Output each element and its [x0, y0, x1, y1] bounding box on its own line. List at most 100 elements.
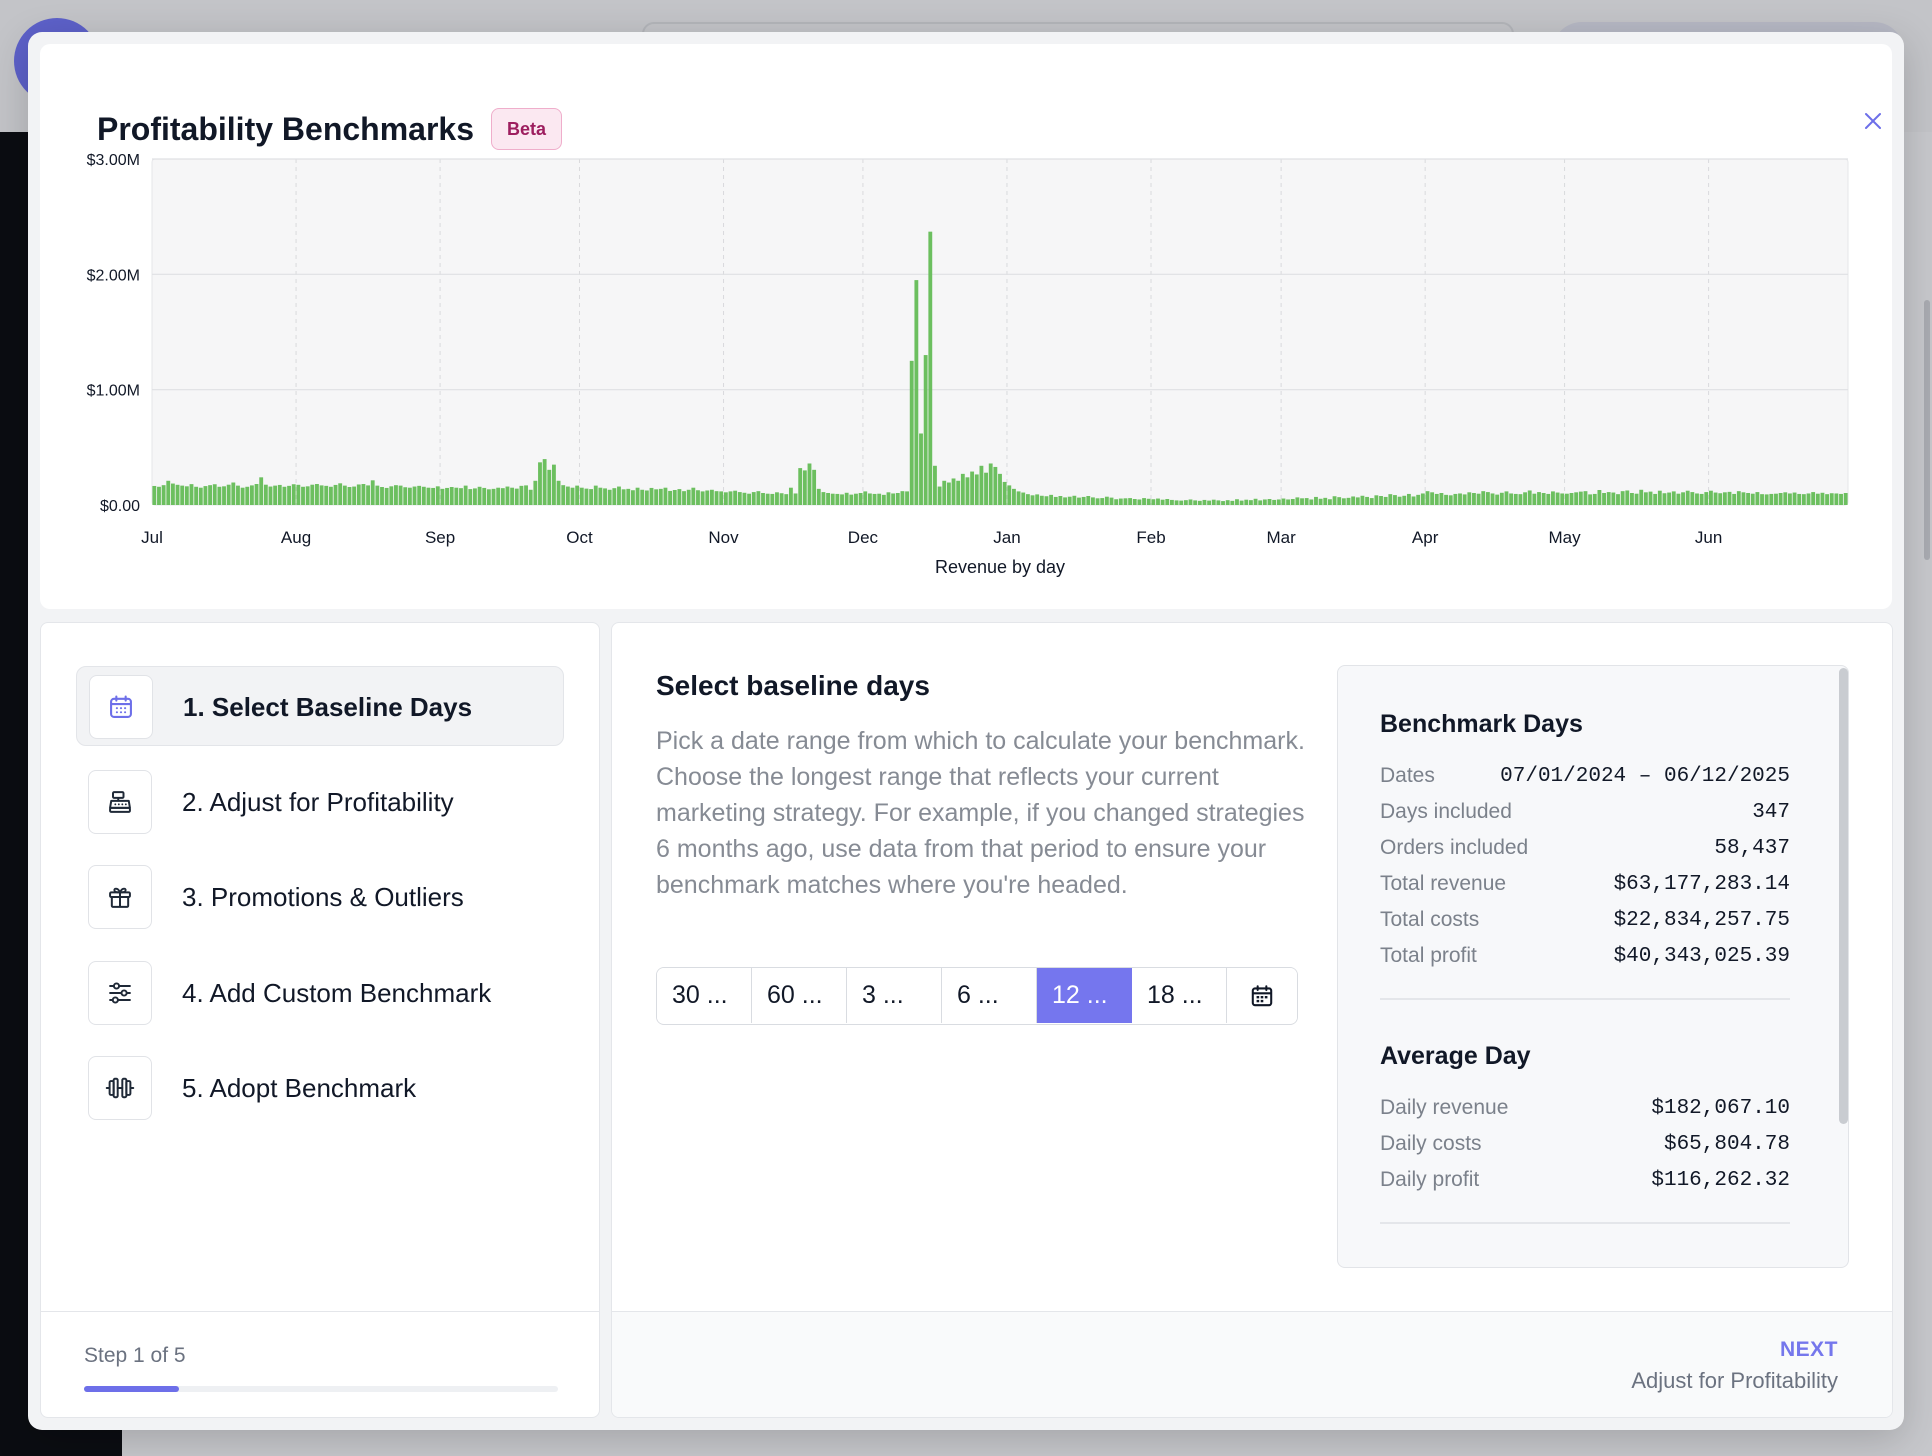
- bar: [1653, 493, 1658, 505]
- bar: [184, 486, 189, 505]
- bar: [617, 486, 621, 505]
- x-tick-label: Sep: [425, 528, 455, 547]
- bar: [533, 480, 538, 505]
- bar: [338, 483, 343, 505]
- bar: [347, 487, 352, 505]
- bar: [1546, 493, 1551, 505]
- step-select-baseline[interactable]: 1. Select Baseline Days: [76, 666, 564, 746]
- y-tick-label: $3.00M: [87, 152, 140, 169]
- bar: [333, 484, 338, 505]
- bar: [570, 487, 575, 505]
- bar: [180, 485, 185, 505]
- bar: [988, 463, 993, 505]
- bar: [1495, 494, 1500, 505]
- bar: [960, 473, 965, 505]
- custom-range-button[interactable]: [1227, 968, 1297, 1023]
- bar: [589, 489, 594, 505]
- bar: [672, 490, 677, 505]
- step-adopt-benchmark[interactable]: 5. Adopt Benchmark: [76, 1048, 564, 1128]
- stat-row-days: Days included 347: [1380, 794, 1790, 830]
- bar: [1197, 500, 1202, 505]
- bar: [310, 484, 315, 505]
- bar: [1476, 493, 1481, 505]
- bar: [677, 489, 682, 505]
- bar: [1746, 493, 1751, 505]
- bar: [1671, 491, 1676, 505]
- bar: [1039, 495, 1044, 505]
- next-button[interactable]: NEXT: [1779, 1338, 1838, 1361]
- range-option-12[interactable]: 12 ...: [1037, 968, 1132, 1023]
- range-option-3[interactable]: 3 ...: [847, 968, 942, 1023]
- page-scrollbar[interactable]: [1924, 300, 1930, 560]
- bar: [245, 486, 250, 505]
- bar: [1420, 493, 1425, 505]
- bar: [1718, 493, 1723, 505]
- stats-scrollbar[interactable]: [1839, 668, 1848, 1124]
- bar: [1063, 497, 1067, 505]
- bar: [946, 482, 951, 505]
- bar: [719, 491, 724, 505]
- content-panel: Select baseline days Pick a date range f…: [611, 622, 1893, 1418]
- bar: [751, 492, 756, 505]
- bar: [668, 490, 673, 505]
- bar: [1537, 492, 1541, 505]
- bar: [835, 493, 840, 505]
- bar: [1588, 494, 1593, 505]
- step-promotions-outliers[interactable]: 3. Promotions & Outliers: [76, 857, 564, 937]
- bar: [761, 493, 765, 505]
- stats-divider: [1380, 998, 1790, 1000]
- bar: [844, 492, 849, 505]
- bar: [1025, 494, 1030, 505]
- bar: [1244, 499, 1249, 505]
- steps-footer: Step 1 of 5: [41, 1311, 599, 1417]
- bar: [1551, 491, 1555, 505]
- bar: [1174, 500, 1179, 505]
- bar: [463, 485, 468, 505]
- bar: [249, 485, 254, 505]
- bar: [895, 493, 900, 505]
- bar: [1095, 498, 1100, 505]
- range-option-18[interactable]: 18 ...: [1132, 968, 1227, 1023]
- bar: [208, 485, 213, 505]
- bar: [788, 487, 793, 505]
- range-option-30[interactable]: 30 ...: [657, 968, 752, 1023]
- bar: [691, 487, 696, 505]
- bar: [1481, 491, 1486, 505]
- bar: [524, 485, 528, 505]
- bar: [1811, 492, 1816, 505]
- range-option-6[interactable]: 6 ...: [942, 968, 1037, 1023]
- bar: [1425, 491, 1430, 505]
- bar: [1634, 493, 1639, 505]
- bar: [398, 485, 403, 505]
- stat-value: $22,834,257.75: [1613, 908, 1790, 932]
- bar: [1332, 496, 1337, 505]
- range-option-60[interactable]: 60 ...: [752, 968, 847, 1023]
- bar: [1300, 498, 1304, 505]
- bar: [315, 484, 319, 505]
- bar: [1262, 499, 1267, 505]
- next-step-label[interactable]: Adjust for Profitability: [1631, 1368, 1838, 1393]
- stat-label: Dates: [1380, 764, 1435, 787]
- step-adjust-profitability[interactable]: 2. Adjust for Profitability: [76, 762, 564, 842]
- bar: [1216, 500, 1221, 505]
- bar: [1616, 494, 1620, 505]
- close-button[interactable]: [1858, 106, 1888, 136]
- bar: [1369, 498, 1374, 505]
- bar: [1086, 496, 1091, 505]
- bar: [1402, 495, 1407, 505]
- bar: [816, 488, 821, 505]
- bar: [933, 465, 937, 505]
- bar: [552, 464, 556, 505]
- bar: [361, 484, 366, 505]
- step-add-custom-benchmark[interactable]: 4. Add Custom Benchmark: [76, 953, 564, 1033]
- bar: [682, 491, 686, 505]
- bar: [1327, 499, 1332, 505]
- bar: [268, 486, 273, 505]
- bar: [1815, 493, 1820, 505]
- bar: [486, 489, 491, 505]
- bar: [1323, 497, 1328, 505]
- bar: [421, 486, 426, 505]
- bar: [840, 494, 844, 505]
- bar: [970, 471, 975, 505]
- bar: [1351, 496, 1356, 505]
